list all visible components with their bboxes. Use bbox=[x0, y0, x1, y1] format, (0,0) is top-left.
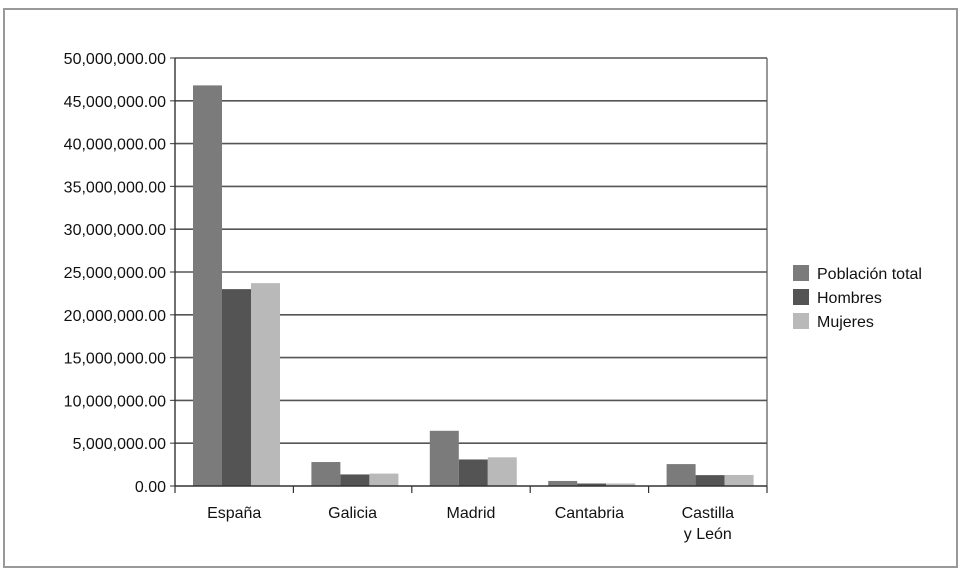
y-tick-label: 45,000,000.00 bbox=[64, 94, 166, 111]
bar bbox=[666, 464, 696, 486]
bar bbox=[548, 480, 578, 486]
legend-swatch bbox=[793, 289, 809, 305]
bar bbox=[222, 289, 251, 486]
bar bbox=[724, 474, 754, 486]
y-tick-label: 0.00 bbox=[135, 479, 166, 496]
bar bbox=[606, 483, 636, 486]
x-category-label: España bbox=[207, 505, 261, 522]
y-tick-label: 20,000,000.00 bbox=[64, 308, 166, 325]
x-category-label: Cantabria bbox=[555, 505, 624, 522]
x-category-label: y León bbox=[684, 526, 732, 543]
bar bbox=[251, 283, 280, 486]
legend-label: Mujeres bbox=[817, 314, 874, 331]
legend-label: Hombres bbox=[817, 290, 882, 307]
bar bbox=[487, 457, 517, 486]
y-tick-label: 35,000,000.00 bbox=[64, 179, 166, 196]
bar bbox=[429, 430, 459, 486]
x-category-label: Galicia bbox=[328, 505, 377, 522]
y-tick-label: 10,000,000.00 bbox=[64, 393, 166, 410]
y-tick-label: 15,000,000.00 bbox=[64, 351, 166, 368]
bar bbox=[695, 475, 725, 486]
x-category-label: Madrid bbox=[447, 505, 496, 522]
y-tick-label: 40,000,000.00 bbox=[64, 137, 166, 154]
bar bbox=[458, 459, 488, 486]
legend-label: Población total bbox=[817, 266, 922, 283]
bar bbox=[340, 474, 370, 486]
legend-swatch bbox=[793, 313, 809, 329]
y-tick-label: 5,000,000.00 bbox=[73, 436, 167, 453]
bar bbox=[193, 85, 222, 486]
bar bbox=[577, 483, 607, 486]
bar bbox=[369, 473, 399, 486]
y-tick-label: 30,000,000.00 bbox=[64, 222, 166, 239]
y-tick-label: 25,000,000.00 bbox=[64, 265, 166, 282]
bar bbox=[311, 462, 341, 486]
y-tick-label: 50,000,000.00 bbox=[64, 51, 166, 68]
legend-swatch bbox=[793, 265, 809, 281]
x-category-label: Castilla bbox=[682, 505, 735, 522]
